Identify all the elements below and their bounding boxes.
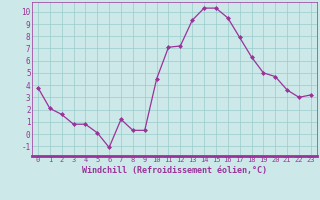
X-axis label: Windchill (Refroidissement éolien,°C): Windchill (Refroidissement éolien,°C): [82, 166, 267, 175]
